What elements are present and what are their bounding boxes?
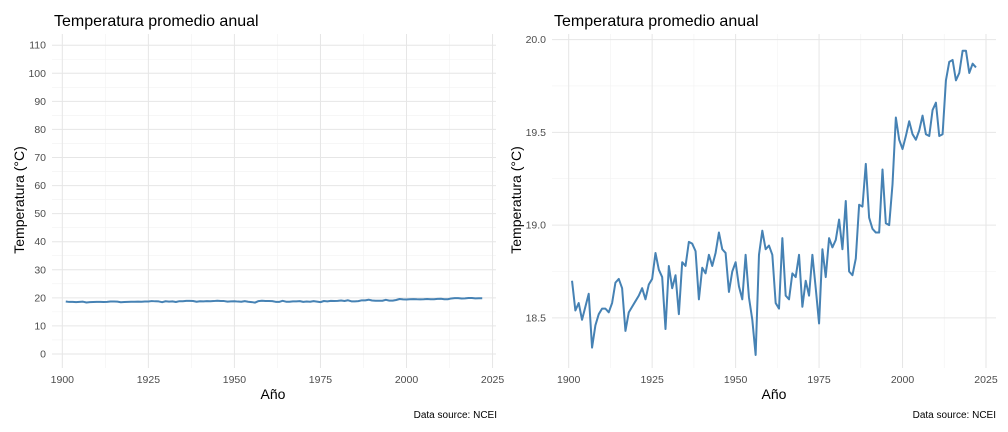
chart-right-x-ticks: 1900 1925 1950 1975 2000 2025 (557, 374, 998, 386)
chart-left-y-tick-label: 110 (29, 40, 46, 52)
chart-left-x-tick-label: 1950 (223, 374, 247, 386)
chart-right-x-tick-label: 2025 (974, 374, 998, 386)
chart-right-title: Temperatura promedio anual (554, 13, 759, 30)
chart-right-x-tick-label: 1900 (557, 374, 581, 386)
chart-right-y-tick-label: 18.5 (526, 312, 547, 324)
chart-left-y-tick-label: 60 (34, 180, 46, 192)
chart-left-y-tick-label: 10 (34, 320, 46, 332)
chart-left-y-ticks: 0 10 20 30 40 50 60 70 80 90 100 110 (28, 40, 46, 361)
chart-right-y-tick-label: 19.0 (526, 220, 547, 232)
chart-left-y-tick-label: 50 (34, 208, 46, 220)
chart-right-x-axis-title: Año (762, 386, 787, 402)
chart-left-x-tick-label: 1900 (51, 374, 75, 386)
chart-left-title: Temperatura promedio anual (54, 13, 259, 30)
chart-left-y-tick-label: 30 (34, 264, 46, 276)
chart-left-x-tick-label: 2000 (395, 374, 419, 386)
chart-right-grid (552, 34, 996, 368)
chart-left-temperature-line (65, 297, 483, 304)
chart-right-y-axis-title: Temperatura (°C) (508, 146, 524, 254)
chart-right-x-tick-label: 2000 (891, 374, 915, 386)
chart-left-caption: Data source: NCEI (414, 410, 497, 421)
chart-right-x-tick-label: 1925 (640, 374, 664, 386)
chart-right-series (571, 49, 977, 357)
chart-right: Temperatura promedio anual 18.5 19.0 19.5 2… (508, 13, 998, 421)
chart-left-x-ticks: 1900 1925 1950 1975 2000 2025 (51, 374, 505, 386)
chart-right-x-tick-label: 1950 (724, 374, 748, 386)
chart-left-y-tick-label: 40 (34, 236, 46, 248)
chart-left: Temperatura promedio anual 0 10 20 30 40 50 60… (11, 13, 504, 421)
chart-left-y-tick-label: 70 (34, 152, 46, 164)
chart-left-x-tick-label: 1925 (137, 374, 161, 386)
chart-right-temperature-line (571, 49, 977, 357)
chart-left-x-tick-label: 2025 (481, 374, 505, 386)
chart-left-x-axis-title: Año (261, 386, 286, 402)
chart-right-y-tick-label: 19.5 (526, 127, 547, 139)
chart-left-series (65, 297, 483, 304)
chart-left-y-tick-label: 20 (34, 292, 46, 304)
chart-right-x-tick-label: 1975 (807, 374, 831, 386)
chart-right-caption: Data source: NCEI (913, 410, 996, 421)
chart-left-y-tick-label: 80 (34, 124, 46, 136)
chart-left-x-tick-label: 1975 (309, 374, 333, 386)
chart-left-y-tick-label: 100 (28, 68, 46, 80)
chart-left-y-axis-title: Temperatura (°C) (11, 146, 27, 254)
chart-left-y-tick-label: 0 (40, 348, 46, 360)
chart-right-y-ticks: 18.5 19.0 19.5 20.0 (526, 34, 547, 324)
chart-left-y-tick-label: 90 (34, 96, 46, 108)
chart-left-grid (52, 34, 496, 368)
chart-right-y-tick-label: 20.0 (526, 34, 547, 46)
